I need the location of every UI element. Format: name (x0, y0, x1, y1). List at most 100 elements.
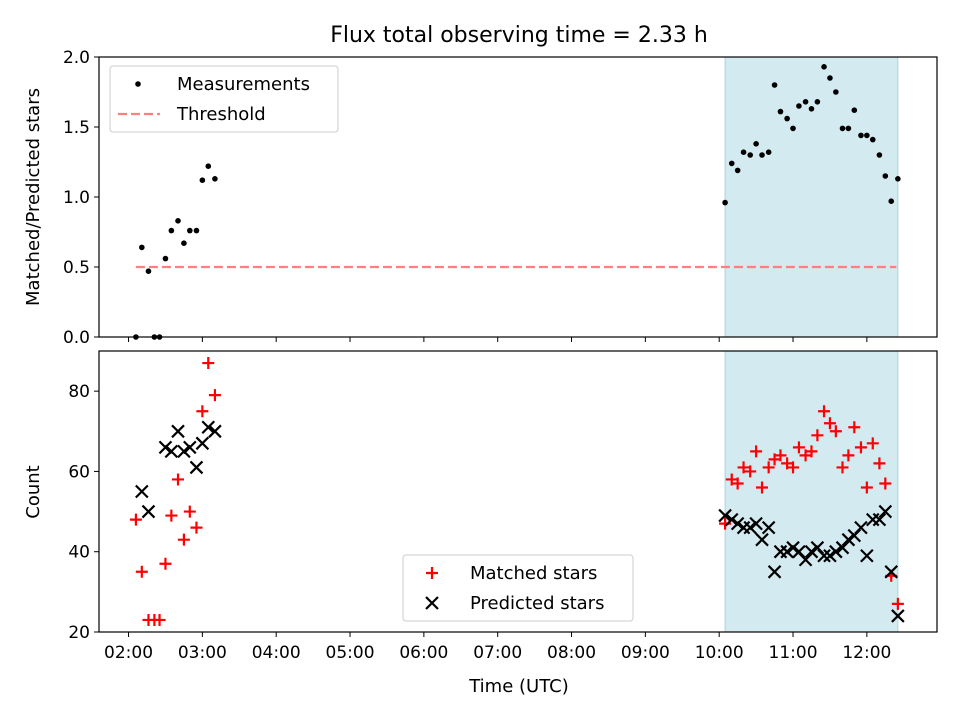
predicted-stars-point (718, 508, 732, 523)
measurement-point (827, 75, 833, 81)
measurement-point (864, 132, 870, 139)
matched-stars-point (190, 521, 203, 534)
matched-stars-point (866, 437, 879, 450)
predicted-stars-point (171, 424, 185, 439)
measurement-point (193, 227, 200, 234)
matched-stars-point (823, 417, 836, 430)
predicted-stars-point (841, 532, 856, 547)
shaded-interval-0 (724, 56, 899, 338)
predicted-stars-point (141, 504, 156, 519)
legend-bottom (402, 554, 634, 622)
measurement-point (784, 115, 790, 122)
legend-measurements-label: Measurements (177, 74, 310, 95)
measurement-point (833, 89, 839, 95)
predicted-stars-point (767, 565, 782, 579)
matched-stars-point (842, 449, 855, 462)
predicted-stars-point (164, 444, 179, 459)
legend-threshold-label: Threshold (176, 104, 266, 125)
measurement-point (765, 149, 772, 155)
y-tick-label-0: 0.0 (63, 328, 90, 348)
measurement-point (162, 255, 169, 262)
matched-stars-point (836, 461, 849, 474)
measurement-point (212, 176, 218, 182)
matched-stars-point (762, 461, 775, 474)
measurement-point (845, 125, 852, 132)
measurement-point (851, 107, 858, 113)
matched-stars-point (129, 513, 142, 526)
matched-stars-point (737, 461, 750, 474)
matched-stars-point (787, 461, 800, 474)
predicted-stars-point (860, 548, 874, 563)
predicted-stars-point (158, 440, 173, 455)
measurement-point (802, 99, 809, 105)
predicted-stars-point (208, 424, 222, 439)
measurement-point (205, 163, 212, 169)
x-tick-label: 12:00 (842, 643, 891, 663)
matched-stars-point (805, 445, 818, 458)
predicted-stars-point (201, 420, 216, 435)
measurement-point (876, 152, 883, 158)
predicted-stars-point (823, 548, 837, 563)
matched-stars-point (731, 477, 744, 490)
x-tick-label: 07:00 (473, 643, 522, 663)
matched-stars-point (879, 477, 892, 490)
y-tick-label-1: 60 (68, 462, 90, 482)
measurement-point (821, 64, 827, 70)
predicted-stars-point (749, 516, 763, 531)
x-tick-label: 04:00 (252, 643, 301, 663)
predicted-stars-point (195, 436, 210, 451)
matched-stars-point (744, 465, 757, 478)
predicted-stars-point (872, 512, 887, 527)
measurement-point (882, 173, 889, 179)
matched-stars-point (792, 441, 805, 454)
measurement-point (771, 82, 778, 88)
matched-stars-point (153, 613, 166, 626)
predicted-stars-point (724, 512, 739, 527)
measurement-point (895, 176, 901, 182)
legend-matched-label: Matched stars (470, 563, 597, 584)
y-tick-label-1: 80 (68, 382, 90, 402)
y-tick-label-0: 0.5 (63, 258, 90, 278)
predicted-stars-point (135, 484, 149, 499)
matched-stars-point (165, 509, 178, 522)
x-tick-label: 09:00 (621, 643, 670, 663)
predicted-stars-point (798, 552, 813, 567)
measurement-point (740, 149, 747, 155)
y-tick-label-1: 20 (68, 623, 90, 643)
predicted-stars-point (177, 444, 191, 459)
predicted-stars-point (817, 548, 831, 563)
x-tick-label: 02:00 (104, 643, 153, 663)
x-tick-label: 03:00 (178, 643, 227, 663)
predicted-stars-point (891, 609, 905, 623)
measurement-point (728, 160, 735, 167)
matched-stars-point (811, 429, 824, 442)
legend-matched-marker (426, 567, 438, 579)
measurement-point (869, 136, 876, 143)
matched-stars-point (750, 445, 763, 458)
measurement-point (796, 103, 802, 109)
matched-stars-point (891, 597, 904, 610)
measurement-point (145, 268, 152, 275)
predicted-stars-point (878, 504, 893, 519)
matched-stars-point (774, 449, 787, 462)
x-tick-label: 06:00 (399, 643, 448, 663)
predicted-stars-point (761, 520, 776, 535)
predicted-stars-point (835, 540, 850, 555)
y-tick-label-0: 2.0 (63, 48, 90, 68)
measurement-point (139, 244, 145, 251)
measurement-point (790, 125, 796, 132)
measurement-point (777, 108, 784, 115)
matched-stars-point (873, 457, 886, 470)
predicted-stars-point (829, 544, 843, 559)
measurement-point (187, 227, 193, 234)
measurement-point (808, 106, 815, 112)
top-y-axis-label: Matched/Predicted stars (23, 88, 44, 306)
y-tick-label-1: 40 (68, 543, 90, 563)
x-tick-label: 10:00 (695, 643, 744, 663)
x-tick-label: 05:00 (326, 643, 375, 663)
shaded-interval-1 (724, 350, 899, 633)
chart-title: Flux total observing time = 2.33 h (330, 23, 708, 48)
matched-stars-point (208, 389, 221, 402)
predicted-stars-point (730, 516, 745, 531)
